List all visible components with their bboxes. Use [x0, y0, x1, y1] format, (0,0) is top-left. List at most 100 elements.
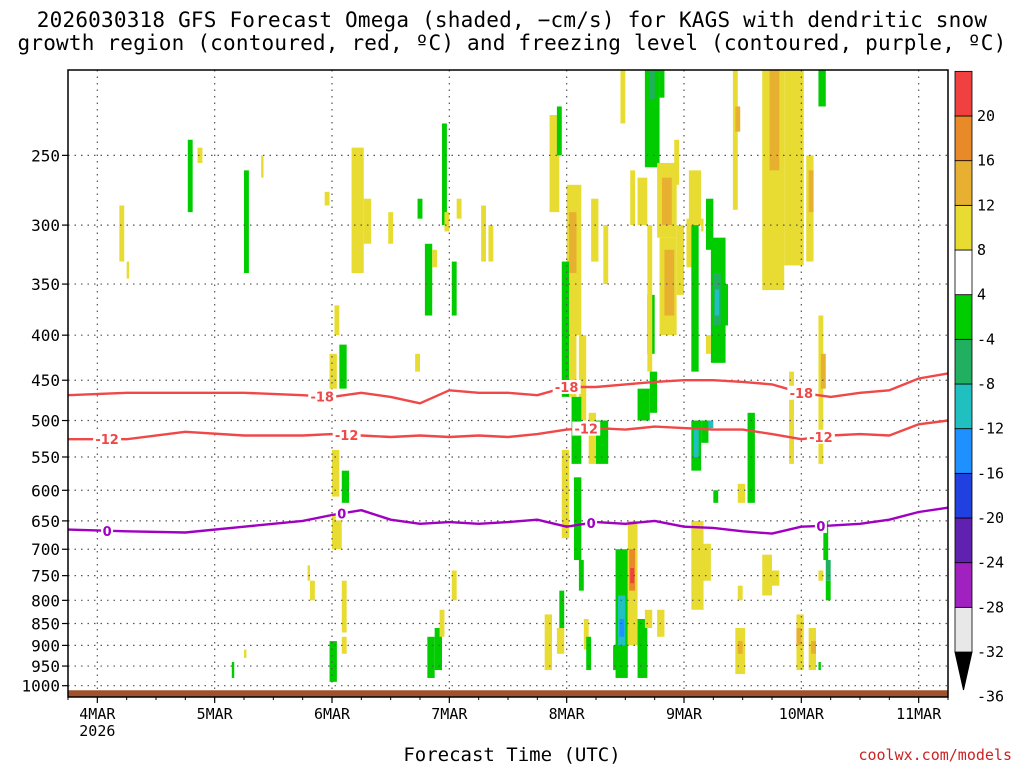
omega-cell	[701, 218, 704, 232]
contour-label: -18	[310, 390, 334, 405]
colorbar-label: 8	[977, 241, 986, 259]
contour-label: -12	[574, 423, 598, 438]
omega-cell	[341, 580, 347, 633]
omega-shading-layer	[119, 70, 831, 682]
omega-cell	[324, 191, 330, 206]
omega-cell	[451, 570, 457, 601]
x-axis-label: Forecast Time (UTC)	[403, 744, 621, 766]
omega-cell	[334, 305, 340, 336]
omega-cell	[434, 627, 442, 671]
contour-label-bg	[787, 385, 816, 400]
y-tick-label: 600	[31, 481, 60, 500]
colorbar-label: 16	[977, 152, 995, 170]
colorbar-swatch	[954, 249, 973, 296]
contour-layer: -18 -18 -18 -12 -12 -12 -12 0 0 0 0	[67, 372, 949, 540]
y-tick-label: 500	[31, 412, 60, 431]
omega-cell	[732, 70, 738, 210]
x-tick-label: 9MAR	[666, 705, 703, 723]
x-axis: 4MAR 5MAR 6MAR 7MAR 8MAR 9MAR 10MAR 11MAR 2026	[67, 697, 949, 740]
omega-cell	[307, 565, 310, 581]
omega-cell	[691, 520, 704, 610]
omega-cell	[591, 198, 599, 262]
omega-cell	[231, 662, 235, 678]
omega-cell	[662, 177, 672, 226]
colorbar-swatch	[954, 562, 973, 608]
contour-label: 0	[587, 517, 596, 532]
omega-cell	[310, 580, 315, 601]
colorbar-swatch	[954, 338, 973, 385]
contour-label-bg	[308, 389, 337, 404]
colorbar-swatch	[954, 204, 973, 251]
omega-cell	[796, 627, 802, 646]
omega-cell	[713, 490, 719, 503]
x-year-label: 2026	[79, 722, 115, 740]
omega-cell	[578, 335, 587, 421]
colorbar: 20 16 12 8 4 -4 -8 -12 -16 -20 -24 -28 -32 -36	[954, 70, 1004, 706]
colorbar-swatch	[954, 383, 973, 430]
contour-label: -12	[95, 433, 119, 448]
omega-cell	[488, 225, 494, 262]
omega-cell	[630, 567, 635, 584]
y-axis: 250 300 350 400 450 500 550 600 650 700 750 800 850 9…	[21, 146, 68, 696]
credit-text: coolwx.com/models	[858, 746, 1012, 764]
contour-label: -12	[809, 431, 833, 446]
y-tick-label: 250	[31, 146, 60, 165]
y-tick-label: 900	[31, 636, 60, 655]
omega-cell	[808, 170, 814, 213]
omega-cell	[620, 70, 626, 124]
contour-label: -18	[790, 387, 814, 402]
contour-label: 0	[337, 507, 346, 522]
plot-area	[68, 70, 948, 697]
y-tick-label: 400	[31, 326, 60, 345]
omega-cell	[674, 139, 680, 185]
omega-cell	[772, 570, 780, 586]
colorbar-swatch	[954, 294, 973, 340]
omega-cell	[737, 641, 743, 654]
omega-cell	[647, 225, 653, 372]
omega-cell	[341, 470, 350, 503]
omega-cell	[578, 560, 584, 591]
omega-cell	[706, 335, 711, 354]
x-tick-label: 5MAR	[197, 705, 234, 723]
omega-cell	[244, 649, 247, 658]
omega-cell	[341, 636, 347, 654]
omega-cell	[825, 580, 831, 601]
omega-cell	[339, 344, 347, 389]
omega-cell	[676, 225, 684, 295]
y-tick-label: 300	[31, 216, 60, 235]
colorbar-label: 12	[977, 196, 995, 214]
omega-cell	[688, 170, 702, 226]
contour-label-bg	[101, 523, 114, 538]
omega-cell	[559, 590, 565, 628]
colorbar-label: -24	[977, 554, 1004, 572]
omega-cell	[586, 636, 592, 671]
y-tick-label: 950	[31, 657, 60, 676]
omega-cell	[332, 449, 340, 497]
omega-cell	[644, 70, 660, 168]
colorbar-swatch	[954, 70, 973, 117]
omega-cell	[244, 170, 249, 273]
y-tick-label: 850	[31, 615, 60, 634]
contour-label-bg	[572, 421, 601, 436]
omega-cell	[603, 225, 609, 285]
omega-cell	[737, 585, 743, 601]
colorbar-swatch	[954, 517, 973, 564]
omega-cell	[820, 353, 826, 389]
x-tick-label: 6MAR	[314, 705, 351, 723]
contour-label: 0	[103, 525, 112, 540]
omega-cell	[556, 627, 565, 654]
omega-cell	[637, 388, 650, 421]
omega-cell	[351, 147, 364, 273]
omega-cell	[561, 261, 570, 397]
x-tick-label: 8MAR	[549, 705, 586, 723]
contour-label-bg	[335, 506, 348, 521]
omega-cell	[187, 139, 193, 213]
colorbar-label: -32	[977, 643, 1004, 661]
omega-cell	[811, 641, 816, 654]
omega-cell	[769, 70, 780, 171]
omega-cell	[693, 428, 699, 457]
omega-cell	[427, 636, 435, 678]
omega-cell	[686, 218, 692, 268]
omega-cell	[637, 177, 648, 226]
